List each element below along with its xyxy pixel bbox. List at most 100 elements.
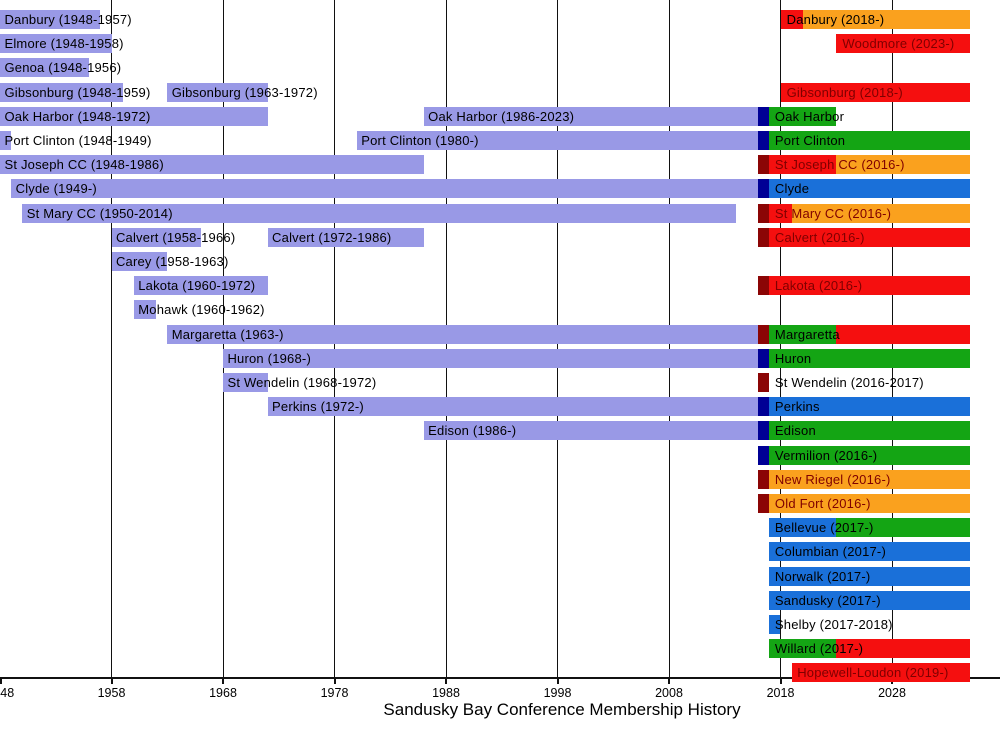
timeline-bar — [769, 348, 971, 368]
timeline-bar-label: Lakota (1960-1972) — [138, 278, 256, 294]
timeline-bar-label: Danbury (1948-1957) — [4, 12, 132, 27]
timeline-bar — [758, 179, 770, 199]
timeline-bar — [0, 155, 424, 175]
timeline-bar — [769, 566, 971, 586]
timeline-bar — [758, 131, 770, 150]
axis-tick-label: 2028 — [878, 686, 906, 700]
axis-tick — [779, 677, 782, 684]
timeline-bar — [0, 82, 123, 102]
axis-tick-label: 2018 — [766, 686, 795, 700]
timeline-bar-label: Port Clinton (1948-1949) — [4, 133, 152, 148]
axis-tick — [556, 677, 559, 684]
axis-tick — [222, 677, 224, 684]
timeline-bar-label: Vermilion (2016-) — [774, 447, 878, 463]
timeline-bar — [223, 348, 759, 368]
timeline-bar — [11, 179, 759, 199]
timeline-bar — [133, 300, 157, 320]
timeline-bar — [769, 179, 971, 199]
timeline-bar — [758, 276, 770, 296]
timeline-bar-label: St Joseph CC (2016-) — [774, 157, 905, 173]
timeline-bar-label: Perkins (1972-) — [272, 399, 364, 415]
timeline-bar-label: Columbian (2017-) — [774, 544, 886, 560]
timeline-bar — [769, 131, 971, 150]
timeline-bar-label: Huron (1968-) — [227, 350, 311, 366]
timeline-bar — [802, 10, 971, 29]
timeline-bar — [758, 373, 770, 392]
timeline-bar-label: Clyde (1949-) — [15, 181, 97, 197]
timeline-bar — [836, 639, 971, 659]
timeline-bar-label: Carey (1958-1963) — [115, 254, 229, 269]
timeline-bar — [791, 663, 971, 683]
timeline-bar — [111, 252, 168, 271]
timeline-bar — [769, 542, 971, 562]
timeline-bar-label: Oak Harbor (1986-2023) — [428, 108, 575, 124]
timeline-bar — [758, 227, 770, 247]
timeline-bar — [111, 227, 201, 247]
timeline-bar-label: Perkins — [774, 399, 820, 415]
timeline-bar — [836, 155, 971, 175]
timeline-bar-label: Danbury (2018-) — [786, 12, 885, 27]
timeline-bar-label: Genoa (1948-1956) — [4, 60, 122, 76]
timeline-bar-label: Calvert (1972-1986) — [272, 229, 392, 245]
axis-tick-label: 1988 — [432, 686, 460, 700]
timeline-bar — [167, 324, 759, 344]
timeline-bar-label: Gibsonburg (1963-1972) — [171, 84, 318, 100]
timeline-bar — [769, 324, 837, 344]
timeline-bar — [267, 397, 759, 417]
timeline-bar — [758, 106, 770, 126]
timeline-bar — [758, 445, 770, 465]
timeline-bar-label: St Wendelin (2016-2017) — [774, 375, 924, 390]
timeline-bar — [769, 203, 792, 223]
timeline-bar — [769, 397, 971, 417]
timeline-bar — [22, 203, 736, 223]
timeline-bar — [758, 469, 770, 489]
timeline-bar-label: St Joseph CC (1948-1986) — [4, 157, 164, 173]
axis-tick — [110, 677, 113, 684]
timeline-bar — [758, 348, 770, 368]
timeline-bar — [769, 615, 781, 634]
timeline-bar-label: St Mary CC (1950-2014) — [26, 205, 173, 221]
timeline-bar — [758, 324, 770, 344]
axis-tick — [668, 677, 670, 684]
timeline-bar — [769, 494, 971, 513]
timeline-bar-label: St Wendelin (1968-1972) — [227, 375, 377, 390]
timeline-bar — [780, 10, 803, 29]
timeline-bar — [0, 131, 12, 150]
timeline-bar — [267, 227, 424, 247]
timeline-bar-label: Sandusky (2017-) — [774, 592, 881, 608]
timeline-bar — [769, 155, 837, 175]
timeline-bar-label: Oak Harbor — [774, 108, 845, 124]
axis-tick-label: 2008 — [655, 686, 683, 700]
timeline-bar — [769, 227, 971, 247]
timeline-bar-label: Willard (2017-) — [774, 641, 864, 657]
axis-tick-label: 1998 — [543, 686, 572, 700]
timeline-bar — [0, 34, 112, 54]
timeline-bar — [836, 518, 971, 538]
timeline-bar — [423, 106, 759, 126]
timeline-bar — [769, 590, 971, 610]
timeline-bar-label: Margaretta — [774, 326, 840, 342]
axis-tick-label: 1968 — [209, 686, 237, 700]
timeline-bar-label: Elmore (1948-1958) — [4, 36, 124, 52]
timeline-bar-label: Clyde — [774, 181, 810, 197]
timeline-bar-label: Calvert (2016-) — [774, 229, 865, 245]
timeline-bar — [769, 469, 971, 489]
axis-tick-label: 48 — [0, 686, 15, 700]
timeline-bar-label: Port Clinton — [774, 133, 846, 148]
timeline-bar-label: Port Clinton (1980-) — [361, 133, 479, 148]
timeline-bar-label: Woodmore (2023-) — [842, 36, 955, 52]
timeline-bar-label: Margaretta (1963-) — [171, 326, 284, 342]
timeline-bar — [758, 397, 770, 417]
decade-gridline — [111, 0, 112, 677]
timeline-bar-label: Shelby (2017-2018) — [774, 617, 893, 632]
timeline-bar — [769, 276, 971, 296]
timeline-bar — [356, 131, 759, 150]
timeline-bar-label: Gibsonburg (1948-1959) — [4, 84, 151, 100]
timeline-bar — [836, 34, 971, 54]
axis-tick — [333, 677, 336, 684]
timeline-bar-label: New Riegel (2016-) — [774, 471, 891, 487]
axis-tick-label: 1958 — [97, 686, 126, 700]
timeline-bar-label: Lakota (2016-) — [774, 278, 863, 294]
timeline-bar — [423, 421, 759, 441]
